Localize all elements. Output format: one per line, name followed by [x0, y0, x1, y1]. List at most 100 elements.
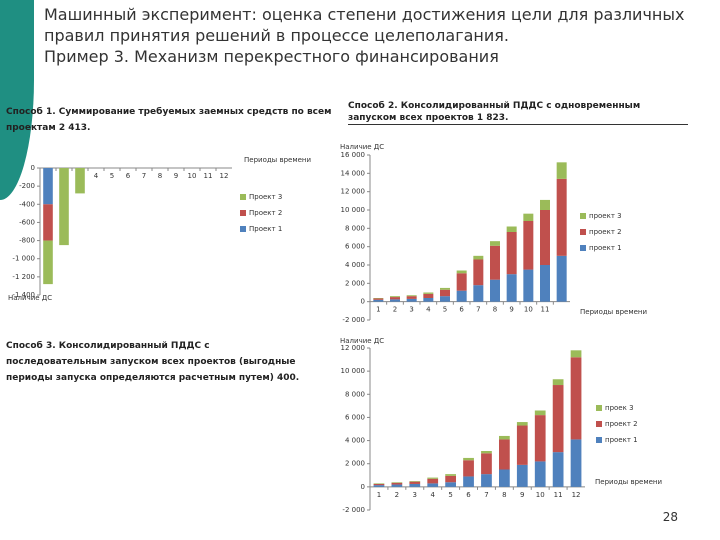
y-tick-label: -2 000: [342, 316, 365, 324]
x-tick-label: 8: [502, 491, 506, 499]
x-tick-label: 5: [443, 306, 447, 314]
y-tick-label: -1 400: [12, 291, 35, 299]
bar-segment: [473, 259, 484, 286]
legend-swatch: [240, 194, 246, 200]
x-tick-label: 12: [572, 491, 581, 499]
x-tick-label: 7: [484, 491, 488, 499]
bar-segment: [516, 464, 528, 487]
y-tick-label: 12 000: [341, 188, 366, 196]
title-line: Машинный эксперимент: оценка степени дос…: [44, 5, 685, 24]
bar-segment: [473, 285, 484, 302]
bar-segment: [391, 484, 403, 487]
legend-swatch: [240, 210, 246, 216]
bar-segment: [427, 477, 439, 479]
x-tick-label: 8: [158, 172, 162, 180]
legend-swatch: [580, 213, 586, 219]
bar-segment: [481, 474, 492, 487]
bar-segment: [463, 460, 474, 477]
x-tick-label: 7: [476, 306, 480, 314]
x-tick-label: 8: [493, 306, 497, 314]
bar-segment: [506, 232, 517, 275]
x-tick-label: 11: [554, 491, 563, 499]
y-tick-label: 16 000: [341, 151, 366, 159]
y-tick-label: 6 000: [345, 413, 365, 421]
bar-segment: [406, 295, 417, 297]
caption: Способ 2. Консолидированный ПДДС с однов…: [348, 100, 688, 125]
x-tick-label: 7: [142, 172, 146, 180]
bar-segment: [463, 476, 474, 487]
x-axis-title: Периоды времени: [580, 308, 647, 316]
x-tick-label: 4: [94, 172, 99, 180]
bar-segment: [523, 221, 534, 270]
y-tick-label: -2 000: [342, 506, 365, 514]
bar-segment: [440, 289, 450, 297]
bar-segment: [499, 435, 510, 440]
y-tick-label: 10 000: [341, 367, 366, 375]
x-tick-label: 10: [536, 491, 545, 499]
bar-segment: [552, 452, 564, 487]
bar-segment: [490, 241, 500, 246]
bar-segment: [499, 469, 510, 487]
y-axis-title: Наличие ДС: [8, 294, 52, 302]
x-tick-label: 9: [520, 491, 524, 499]
bar-segment: [390, 296, 400, 298]
y-tick-label: 4 000: [345, 437, 365, 445]
bar-segment: [570, 357, 582, 440]
bar-segment: [373, 485, 385, 487]
y-tick-label: 8 000: [345, 224, 365, 232]
bar-segment: [423, 298, 434, 302]
bar-segment: [440, 287, 450, 290]
bar-segment: [570, 350, 582, 358]
y-tick-label: -600: [19, 218, 35, 226]
y-tick-label: -1 000: [12, 255, 35, 263]
bar-segment: [440, 296, 450, 302]
bar-segment: [499, 439, 510, 470]
bar-segment: [490, 245, 500, 280]
bar-segment: [391, 482, 403, 483]
bar-segment: [540, 265, 550, 302]
bar-segment: [409, 481, 421, 484]
y-tick-label: 2 000: [345, 460, 365, 468]
bar-segment: [406, 296, 417, 299]
bar-segment: [373, 298, 384, 300]
bar-segment: [409, 481, 421, 482]
bar-segment: [556, 178, 567, 256]
y-tick-label: 6 000: [345, 243, 365, 251]
bar-segment: [456, 290, 467, 302]
page-number: 28: [662, 510, 678, 524]
bar-segment: [534, 410, 546, 416]
legend-label: Проект 1: [249, 225, 282, 233]
y-tick-label: 0: [361, 298, 365, 306]
y-tick-label: 4 000: [345, 261, 365, 269]
bar-segment: [516, 425, 528, 465]
y-tick-label: 2 000: [345, 279, 365, 287]
bar-segment: [570, 439, 582, 487]
bar-segment: [523, 269, 534, 302]
bar-segment: [445, 474, 456, 476]
bar-segment: [456, 270, 467, 274]
bar-segment: [43, 240, 53, 285]
x-tick-label: 1: [377, 491, 381, 499]
bar-segment: [481, 450, 492, 454]
bar-segment: [506, 274, 517, 302]
x-tick-label: 9: [174, 172, 178, 180]
bar-segment: [427, 478, 439, 484]
legend-swatch: [580, 229, 586, 235]
bar-segment: [534, 461, 546, 487]
title-line: Пример 3. Механизм перекрестного финанси…: [44, 47, 499, 66]
x-axis-title: Периоды времени: [595, 478, 662, 486]
bar-segment: [409, 483, 421, 487]
x-tick-label: 6: [466, 491, 471, 499]
y-tick-label: -200: [19, 182, 35, 190]
x-tick-label: 4: [426, 306, 431, 314]
bar-segment: [506, 226, 517, 232]
legend-label: проект 1: [605, 436, 638, 444]
bar-segment: [391, 482, 403, 485]
bar-segment: [481, 453, 492, 475]
bar-segment: [516, 422, 528, 426]
x-tick-label: 9: [509, 306, 513, 314]
x-tick-label: 2: [395, 491, 399, 499]
legend-label: проект 2: [605, 420, 638, 428]
caption: Способ 1. Суммирование требуемых заемных…: [6, 107, 332, 133]
